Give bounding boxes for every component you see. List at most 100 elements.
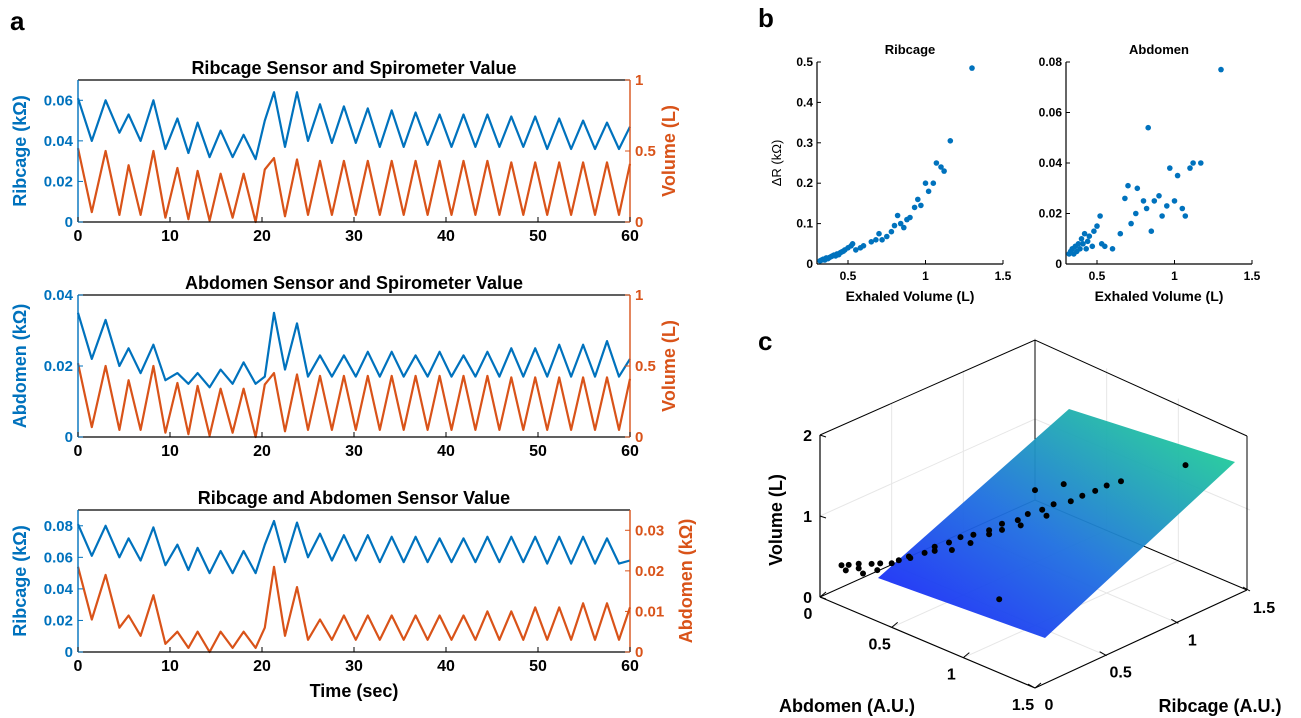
scatter-point <box>1122 195 1128 202</box>
y-right-tick-label: 0 <box>635 214 643 231</box>
x-tick-label: 1.5 <box>1012 697 1034 714</box>
y-tick <box>1171 618 1179 624</box>
chart-b2: 0.5 1 1.5 0 0.02 0.04 0.06 0.08 Abdomen Exhaled V… <box>1039 42 1261 304</box>
x-tick-label: 20 <box>253 443 271 460</box>
series-line-left <box>76 519 631 575</box>
chart-title: Ribcage Sensor and Spirometer Value <box>191 58 516 78</box>
scatter-point <box>1024 511 1031 517</box>
scatter-point <box>1075 241 1082 247</box>
y-axis-label: ΔR (kΩ) <box>769 140 784 187</box>
scatter-point <box>1014 517 1021 524</box>
x-tick-label: 0.5 <box>1089 269 1106 283</box>
z-tick-label: 1 <box>803 509 812 526</box>
x-tick-label: 60 <box>621 443 639 460</box>
scatter-point <box>918 202 924 209</box>
series-line-left <box>76 91 631 161</box>
x-tick-label: 60 <box>621 228 639 245</box>
y-left-tick-label: 0.04 <box>44 581 74 598</box>
y-axis <box>1034 589 1248 689</box>
x-tick-label: 0 <box>74 443 83 460</box>
y-tick-label: 0.08 <box>1039 55 1063 69</box>
scatter-point <box>849 241 856 247</box>
scatter-point <box>911 204 918 211</box>
y-right-tick-label: 0 <box>635 644 643 661</box>
scatter-point <box>1086 233 1093 239</box>
panel-label-b: b <box>758 3 774 33</box>
scatter-point <box>1077 246 1083 252</box>
scatter-point <box>999 520 1005 527</box>
scatter-point <box>969 65 975 71</box>
y-tick <box>1242 586 1251 592</box>
scatter-point <box>922 180 929 186</box>
scatter-point <box>855 565 862 572</box>
chart-title: Abdomen Sensor and Spirometer Value <box>185 273 523 293</box>
z-tick-label: 0 <box>803 590 812 607</box>
scatter-point <box>1083 246 1089 252</box>
y-left-tick-label: 0.06 <box>44 549 73 566</box>
y-tick <box>1027 683 1036 689</box>
scatter-point <box>957 534 964 541</box>
scatter-point <box>1151 198 1158 204</box>
scatter-point <box>868 239 875 245</box>
scatter-point <box>970 531 977 538</box>
scatter-point <box>888 560 895 567</box>
panel-c-3d-plot: 0 0.5 1 1.5 0 0.5 1 1.5 0 1 2 Volume (L) Abdomen (A.… <box>766 338 1282 716</box>
scatter-point <box>1084 238 1091 245</box>
scatter-point <box>1190 160 1196 166</box>
scatter-point <box>1089 243 1096 250</box>
scatter-point <box>933 160 940 166</box>
y-right-tick-label: 0.02 <box>635 563 664 580</box>
series-line-right <box>76 147 632 224</box>
chart-c: 0 0.5 1 1.5 0 0.5 1 1.5 0 1 2 Volume (L) Abdomen (A.… <box>766 338 1282 716</box>
x-tick-label: 20 <box>253 658 271 675</box>
x-tick-label: 0 <box>74 228 83 245</box>
x-axis <box>819 596 1036 689</box>
y-tick-label: 0.5 <box>796 55 813 69</box>
scatter-point <box>1050 501 1057 508</box>
scatter-point <box>1171 198 1178 204</box>
y-left-tick-label: 0.02 <box>44 173 73 190</box>
scatter-point <box>1117 230 1124 237</box>
scatter-point <box>860 243 867 249</box>
scatter-point <box>1143 205 1150 212</box>
scatter-point <box>947 138 954 144</box>
y-tick-label: 0.4 <box>796 95 813 109</box>
scatter-point <box>941 168 947 174</box>
y-tick-label: 1 <box>1188 632 1197 649</box>
chart-b1: 0.5 1 1.5 0 0.1 0.2 0.3 0.4 0.5 Ribcage Exhaled Vo… <box>769 42 1012 304</box>
scatter-point <box>907 214 913 221</box>
y-tick-label: 0.04 <box>1039 156 1063 170</box>
x-tick-label: 50 <box>529 228 547 245</box>
chart-title: Abdomen <box>1129 42 1189 57</box>
scatter-point <box>1102 243 1108 250</box>
y-tick-label: 1.5 <box>1253 600 1275 617</box>
y-left-label: Ribcage (kΩ) <box>10 95 30 206</box>
x-tick-label: 50 <box>529 443 547 460</box>
scatter-point <box>873 237 879 243</box>
scatter-point <box>1125 182 1131 189</box>
scatter-point <box>897 220 904 227</box>
scatter-point <box>938 164 944 170</box>
x-tick-label: 1.5 <box>1244 269 1261 283</box>
x-tick-label: 0 <box>74 658 83 675</box>
scatter-point <box>931 547 938 554</box>
y-left-tick-label: 0 <box>65 429 73 446</box>
x-axis-label: Exhaled Volume (L) <box>1095 288 1224 304</box>
scatter-point <box>842 567 849 574</box>
scatter-point <box>888 228 895 235</box>
x-axis-label: Exhaled Volume (L) <box>846 288 975 304</box>
y-left-label: Ribcage (kΩ) <box>10 525 30 636</box>
chart-a3: 0 10 20 30 40 50 6000.020.040.060.0800.010.020… <box>10 488 696 701</box>
x-tick <box>963 652 970 659</box>
scatter-point <box>1167 165 1173 171</box>
y-tick-label: 0.2 <box>796 176 813 190</box>
y-left-tick-label: 0.06 <box>44 92 73 109</box>
x-tick-label: 1 <box>922 269 929 283</box>
scatter-point <box>1128 220 1134 227</box>
scatter-point <box>860 570 866 577</box>
scatter-point <box>1080 241 1086 247</box>
y-right-tick-label: 0.5 <box>635 358 656 375</box>
z-tick <box>819 515 827 519</box>
